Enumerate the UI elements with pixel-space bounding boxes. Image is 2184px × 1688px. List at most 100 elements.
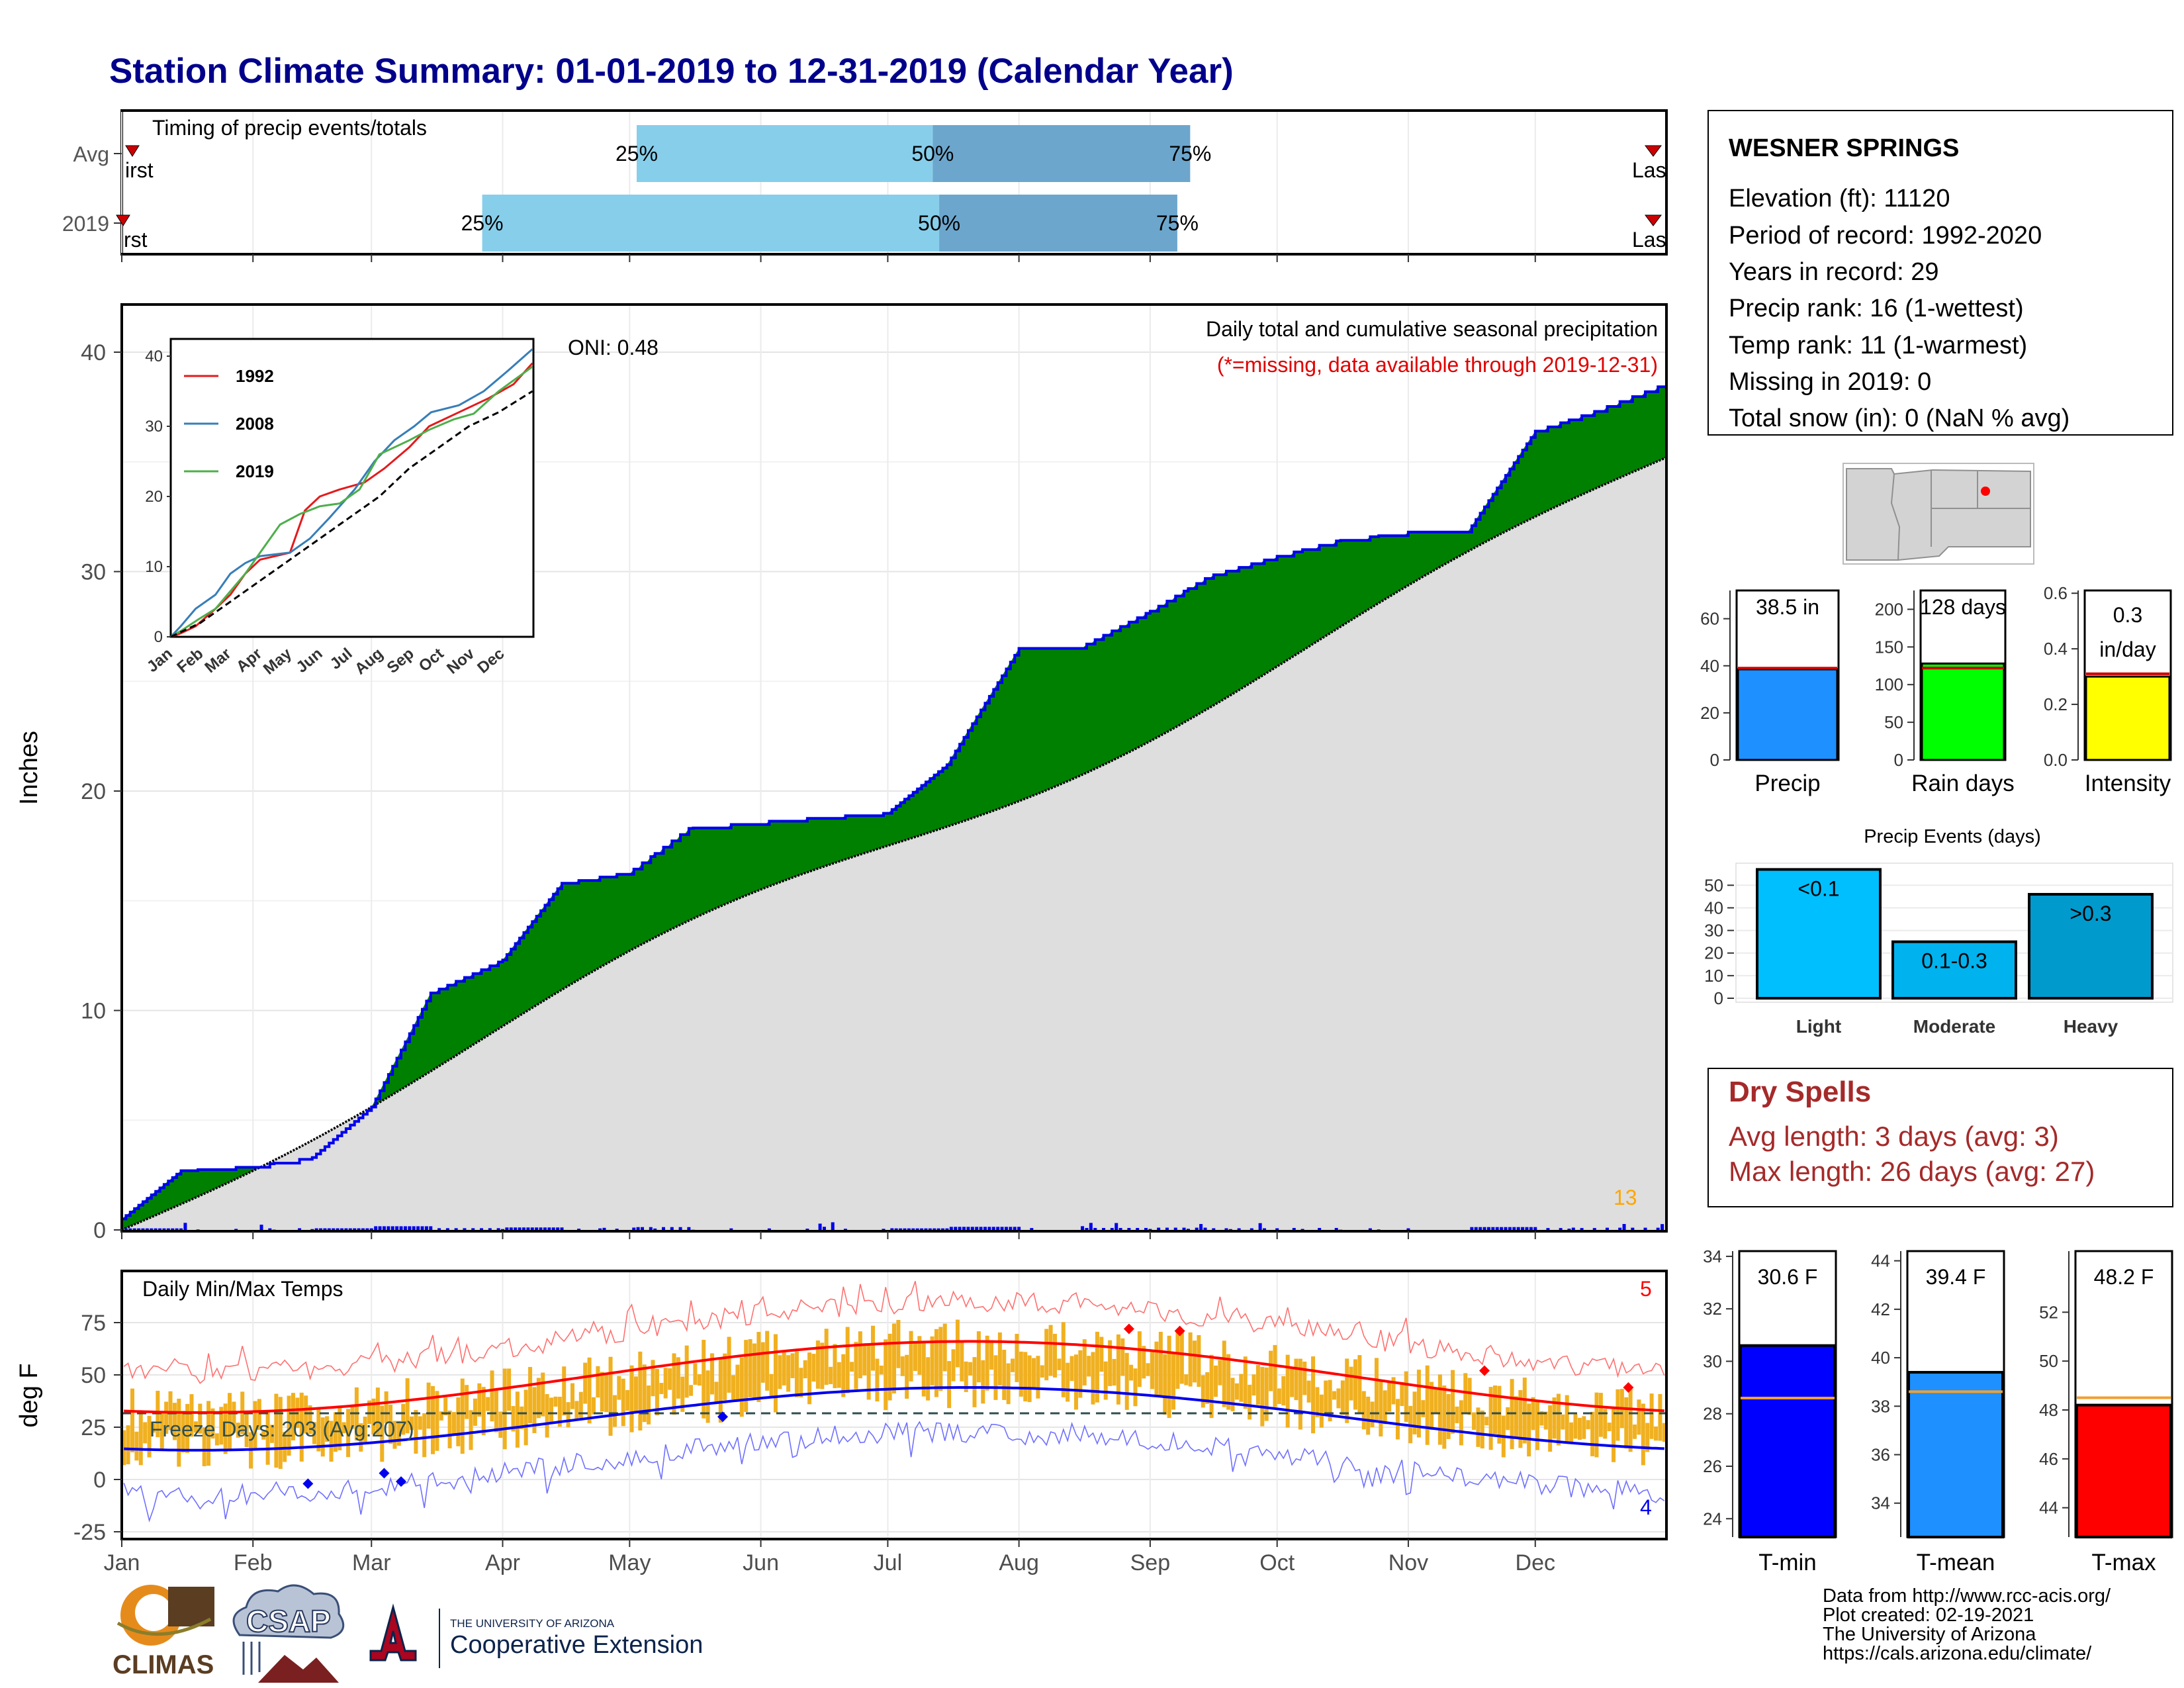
daily-precip-bar: [1479, 1227, 1482, 1230]
month-label: Feb: [234, 1550, 273, 1575]
daily-precip-bar: [987, 1227, 991, 1230]
daily-temp-bar: [1370, 1401, 1375, 1428]
daily-temp-bar: [570, 1383, 575, 1409]
precip-y-tick-label: 0: [93, 1218, 106, 1243]
daily-temp-bar: [1082, 1339, 1087, 1385]
daily-temp-bar: [422, 1413, 427, 1458]
first-event-marker: [125, 145, 140, 157]
temp-y-tick-label: 0: [93, 1468, 106, 1493]
record-high-line: [123, 1281, 1665, 1384]
daily-precip-bar: [234, 1229, 238, 1230]
daily-precip-bar: [259, 1225, 263, 1230]
daily-temp-bar: [232, 1401, 236, 1433]
daily-temp-bar: [1531, 1397, 1535, 1430]
daily-precip-bar: [128, 1228, 132, 1230]
daily-precip-bar: [907, 1228, 911, 1230]
daily-precip-bar: [1470, 1227, 1474, 1230]
daily-temp-bar: [396, 1421, 401, 1446]
daily-temp-bar: [951, 1349, 956, 1382]
event-bar: [2028, 892, 2154, 1000]
daily-temp-bar: [1124, 1352, 1129, 1410]
daily-precip-bar: [416, 1226, 420, 1230]
daily-temp-bar: [985, 1335, 989, 1391]
csap-logo: CSAP: [232, 1584, 345, 1683]
daily-precip-bar: [1250, 1228, 1253, 1230]
first-event-label: rst: [124, 228, 148, 252]
daily-temp-bar: [1154, 1341, 1159, 1396]
daily-precip-bar: [560, 1227, 564, 1230]
temp-summary-tick-label: 28: [1703, 1404, 1722, 1424]
daily-temp-bar: [976, 1331, 981, 1383]
daily-precip-bar: [374, 1226, 378, 1230]
daily-precip-bar: [975, 1227, 979, 1230]
credit-line-data: Data from http://www.rcc-acis.org/: [1823, 1585, 2111, 1607]
daily-temp-bar: [451, 1412, 456, 1436]
daily-temp-bar: [617, 1376, 621, 1400]
daily-temp-bar: [1158, 1331, 1163, 1396]
daily-temp-bar: [612, 1395, 617, 1427]
daily-temp-bar: [265, 1411, 270, 1465]
inset-series-line: [169, 348, 533, 638]
daily-temp-bar: [1087, 1356, 1091, 1377]
event-bar-label: >0.3: [2070, 902, 2111, 925]
daily-temp-bar: [1197, 1335, 1201, 1387]
daily-precip-bar: [327, 1228, 331, 1230]
daily-precip-bar: [632, 1227, 636, 1230]
daily-temp-bar: [850, 1362, 854, 1372]
events-tick-label: 0: [1714, 988, 1723, 1008]
temperature-bar-charts: 24 26 28 30 32 34 30.6 F T-min 34 36 38 40 42 44 39.4 …: [1703, 1246, 2173, 1575]
ua-logo: THE UNIVERSITY OF ARIZONA Cooperative Ex…: [369, 1603, 703, 1668]
daily-temp-bar: [1112, 1358, 1116, 1386]
daily-precip-bar: [480, 1228, 484, 1230]
daily-precip-bar: [340, 1228, 344, 1230]
daily-precip-bar: [437, 1228, 441, 1230]
daily-precip-bar: [1516, 1227, 1520, 1230]
daily-precip-bar: [1009, 1227, 1013, 1230]
daily-temp-bar: [1480, 1410, 1484, 1449]
daily-temp-bar: [1345, 1358, 1349, 1423]
daily-temp-bar: [913, 1342, 917, 1372]
daily-precip-bar: [954, 1227, 958, 1230]
daily-temp-bar: [1484, 1417, 1489, 1426]
daily-precip-bar: [991, 1227, 995, 1230]
daily-precip-bar: [903, 1228, 907, 1230]
daily-temp-bar: [1649, 1393, 1654, 1439]
inset-y-tick-label: 40: [145, 348, 163, 365]
record-high-count: 5: [1640, 1277, 1652, 1301]
daily-temp-bar: [702, 1339, 706, 1419]
daily-temp-bar: [1061, 1322, 1066, 1397]
daily-temp-bar: [189, 1394, 194, 1437]
daily-precip-bar: [767, 1228, 771, 1230]
avg-min-line: [124, 1386, 1664, 1452]
timing-bars: [482, 125, 1191, 252]
ua-logo-bottom-text: Cooperative Extension: [450, 1631, 703, 1659]
daily-temp-bar: [790, 1353, 795, 1378]
temp-summary-bar: [1907, 1371, 2004, 1538]
daily-temp-bar: [1108, 1340, 1113, 1386]
temp-y-tick-label: -25: [73, 1520, 106, 1545]
daily-temp-bar: [435, 1391, 439, 1451]
summary-bar-tick-label: 20: [1700, 703, 1719, 723]
daily-temp-bar: [1234, 1383, 1239, 1400]
daily-temp-bar: [426, 1382, 431, 1429]
daily-temp-bar: [1437, 1374, 1442, 1445]
daily-precip-bar: [518, 1227, 522, 1230]
last-event-label: Las: [1632, 228, 1666, 252]
temp-summary-value: 30.6 F: [1758, 1265, 1818, 1289]
daily-temp-bar: [287, 1395, 291, 1456]
daily-precip-bar: [1136, 1228, 1140, 1230]
timing-bar-q25-q50: [637, 125, 933, 182]
daily-precip-bar: [805, 1229, 809, 1230]
temp-y-tick-label: 25: [81, 1415, 106, 1440]
daily-precip-bar: [1618, 1227, 1622, 1230]
daily-precip-bar: [505, 1227, 509, 1230]
daily-temp-bar: [735, 1364, 740, 1399]
daily-temp-bar: [541, 1372, 545, 1417]
temp-y-label: deg F: [15, 1363, 43, 1427]
summary-bar-tick-label: 60: [1700, 609, 1719, 629]
precip-header: Daily total and cumulative seasonal prec…: [1206, 317, 1658, 341]
station-line-elevation: Elevation (ft): 11120: [1729, 185, 1950, 212]
daily-temp-bar: [1451, 1370, 1455, 1434]
daily-temp-bar: [1404, 1371, 1408, 1423]
